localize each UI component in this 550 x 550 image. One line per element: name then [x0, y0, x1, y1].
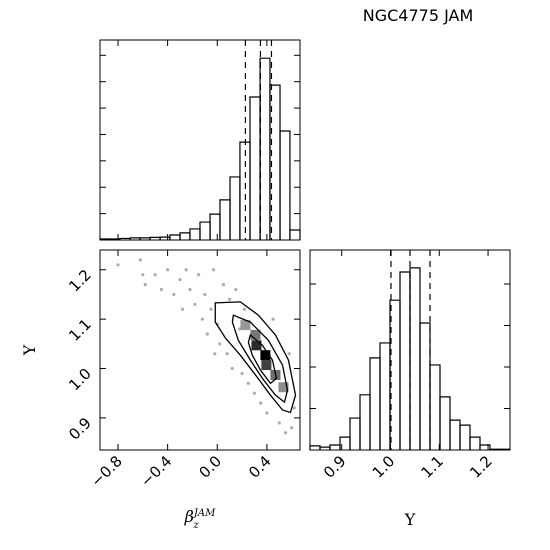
panel-frame	[99, 249, 301, 451]
scatter-point	[213, 352, 217, 356]
scatter-point	[240, 371, 244, 376]
scatter-point	[242, 307, 247, 311]
scatter-point	[200, 317, 204, 321]
x-axis-label: Υ	[404, 510, 416, 529]
density-cell	[278, 382, 289, 393]
scatter-point	[197, 273, 201, 277]
x-label-sup: JAM	[192, 508, 216, 519]
histogram-bin	[279, 130, 291, 240]
scatter-point	[188, 287, 192, 292]
scatter-point	[237, 327, 242, 331]
histogram-bin	[469, 436, 481, 450]
scatter-point	[283, 431, 288, 435]
scatter-point	[287, 352, 291, 356]
scatter-point	[141, 273, 145, 277]
scatter-point	[252, 391, 257, 395]
scatter-point	[211, 268, 216, 272]
x-axis-label: βJAM z	[184, 507, 216, 531]
scatter-point	[277, 421, 281, 425]
density-cell	[260, 350, 271, 361]
scatter-point	[265, 411, 269, 415]
scatter-point	[271, 317, 275, 321]
scatter-point	[193, 302, 197, 306]
scatter-point	[225, 352, 229, 356]
scatter-point	[178, 278, 182, 282]
panel-frame	[309, 249, 511, 451]
y-axis-label: Υ	[20, 344, 39, 356]
scatter-point	[259, 401, 263, 405]
scatter-point	[143, 282, 147, 287]
scatter-point	[209, 307, 213, 311]
density-cell	[251, 340, 262, 351]
x-label-sub: z	[192, 520, 199, 531]
scatter-point	[203, 292, 207, 297]
scatter-point	[218, 342, 222, 346]
scatter-point	[292, 406, 296, 410]
scatter-point	[180, 307, 185, 311]
density-cell	[250, 329, 261, 340]
scatter-point	[246, 381, 250, 385]
scatter-point	[172, 292, 176, 297]
chart-title: NGC4775 JAM	[363, 6, 474, 25]
scatter-point	[184, 268, 188, 272]
scatter-point	[221, 282, 226, 287]
scatter-point	[153, 273, 157, 277]
scatter-point	[205, 332, 209, 336]
scatter-point	[290, 426, 294, 430]
density-cell	[240, 320, 251, 331]
contour	[231, 314, 289, 404]
scatter-point	[234, 287, 238, 292]
scatter-point	[230, 366, 234, 371]
density-cell	[261, 360, 272, 371]
contour	[214, 301, 297, 414]
scatter-point	[138, 258, 142, 262]
scatter-point	[166, 268, 170, 272]
panel-frame	[99, 39, 301, 241]
histogram-bin	[479, 444, 491, 450]
scatter-point	[116, 263, 120, 267]
x-label-base: β	[184, 507, 194, 526]
scatter-point	[159, 287, 164, 292]
scatter-point	[228, 297, 232, 301]
contour	[247, 333, 278, 385]
